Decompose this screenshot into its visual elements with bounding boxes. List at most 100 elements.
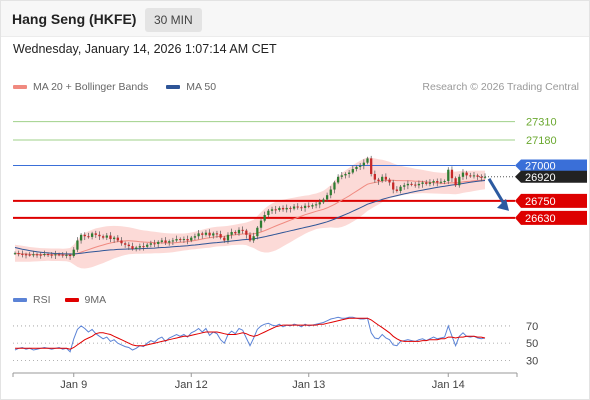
candle-body — [300, 207, 303, 209]
candle-body — [175, 239, 178, 241]
candle-body — [124, 243, 127, 245]
candle-body — [414, 184, 417, 186]
candle-body — [395, 189, 399, 191]
candle-body — [259, 220, 263, 228]
candle-body — [362, 162, 365, 166]
candle-body — [68, 254, 72, 257]
candle-body — [219, 234, 222, 238]
candle-body — [472, 175, 476, 177]
candle-body — [131, 246, 134, 249]
candle-body — [296, 206, 299, 208]
candle-body — [197, 233, 200, 237]
legend-item-ma50: MA 50 — [166, 81, 216, 93]
rsi-9ma-line — [15, 317, 486, 350]
candle-body — [384, 176, 387, 180]
x-axis-tick-label: Jan 12 — [175, 379, 208, 391]
candle-body — [13, 253, 17, 255]
candle-body — [359, 165, 362, 167]
candle-body — [17, 253, 20, 255]
x-axis-tick-label: Jan 9 — [60, 379, 87, 391]
candle-body — [160, 240, 164, 242]
support-tag — [515, 210, 587, 225]
candle-body — [476, 175, 479, 177]
rsi-tick-label: 30 — [526, 355, 538, 367]
candle-body — [223, 237, 226, 241]
candle-body — [447, 169, 450, 182]
candle-body — [186, 239, 189, 241]
legend-item-9ma: 9MA — [64, 294, 107, 306]
candle-body — [43, 254, 46, 256]
candle-body — [212, 233, 215, 236]
candle-body — [179, 239, 182, 241]
legend-label-ma20: MA 20 + Bollinger Bands — [33, 81, 149, 93]
candle-body — [57, 254, 61, 256]
candle-body — [373, 173, 376, 180]
candle-body — [35, 254, 39, 256]
support-tag — [515, 193, 587, 208]
legend-item-ma20: MA 20 + Bollinger Bands — [13, 81, 148, 93]
candle-body — [311, 205, 314, 207]
candle-body — [303, 205, 307, 208]
candle-body — [28, 254, 31, 256]
instrument-title: Hang Seng (HKFE) — [12, 11, 137, 27]
pivot-tag — [515, 159, 587, 172]
rsi-tick-label: 70 — [526, 321, 538, 333]
candle-body — [406, 183, 410, 186]
candle-body — [340, 175, 343, 177]
candle-body — [469, 175, 472, 177]
candle-body — [425, 182, 428, 184]
candle-body — [483, 176, 487, 178]
candle-body — [450, 169, 454, 179]
projection-arrow-head — [497, 198, 509, 211]
candle-body — [182, 239, 186, 241]
candle-body — [105, 235, 108, 238]
candle-body — [101, 236, 105, 238]
legend-label-9ma: 9MA — [84, 294, 107, 306]
widget-header: Hang Seng (HKFE) 30 MIN — [1, 1, 589, 37]
timestamp: Wednesday, January 14, 2026 1:07:14 AM C… — [13, 42, 277, 56]
rsi-tick-label: 50 — [526, 338, 538, 350]
candle-body — [168, 241, 171, 243]
candle-body — [480, 176, 483, 178]
legend-label-ma50: MA 50 — [186, 81, 217, 93]
resistance-label: 27180 — [526, 135, 557, 147]
last-price-label: 26920 — [525, 172, 556, 184]
candle-body — [190, 237, 193, 241]
x-axis-tick-label: Jan 13 — [292, 379, 325, 391]
candle-body — [21, 253, 24, 255]
candle-body — [245, 230, 248, 235]
legend-swatch-ma20 — [13, 85, 27, 89]
research-credit: Research © 2026 Trading Central — [422, 81, 579, 93]
candle-body — [83, 234, 86, 237]
candle-body — [417, 183, 421, 186]
timeframe-button[interactable]: 30 MIN — [145, 8, 202, 32]
candle-body — [230, 231, 233, 235]
candle-body — [208, 232, 211, 236]
x-axis-tick-label: Jan 14 — [432, 379, 465, 391]
candle-body — [370, 158, 373, 174]
candle-body — [270, 209, 274, 211]
candle-body — [267, 210, 270, 215]
candle-body — [164, 240, 167, 243]
legend-swatch-9ma — [64, 298, 79, 302]
candle-body — [281, 207, 285, 210]
candle-body — [461, 172, 465, 177]
candle-body — [146, 244, 149, 247]
candle-body — [274, 209, 277, 211]
last-price-tag — [515, 170, 587, 183]
candle-body — [322, 199, 325, 203]
candle-body — [138, 246, 141, 248]
candle-body — [54, 254, 57, 256]
candle-body — [344, 173, 347, 176]
candle-body — [127, 244, 130, 247]
support-label: 26750 — [525, 196, 556, 208]
resistance-label: 27310 — [526, 117, 557, 129]
candle-body — [135, 247, 138, 249]
pivot-label: 27000 — [525, 160, 556, 172]
candle-body — [366, 158, 369, 163]
candle-body — [325, 195, 329, 200]
candle-body — [61, 254, 64, 256]
candle-body — [388, 179, 391, 183]
